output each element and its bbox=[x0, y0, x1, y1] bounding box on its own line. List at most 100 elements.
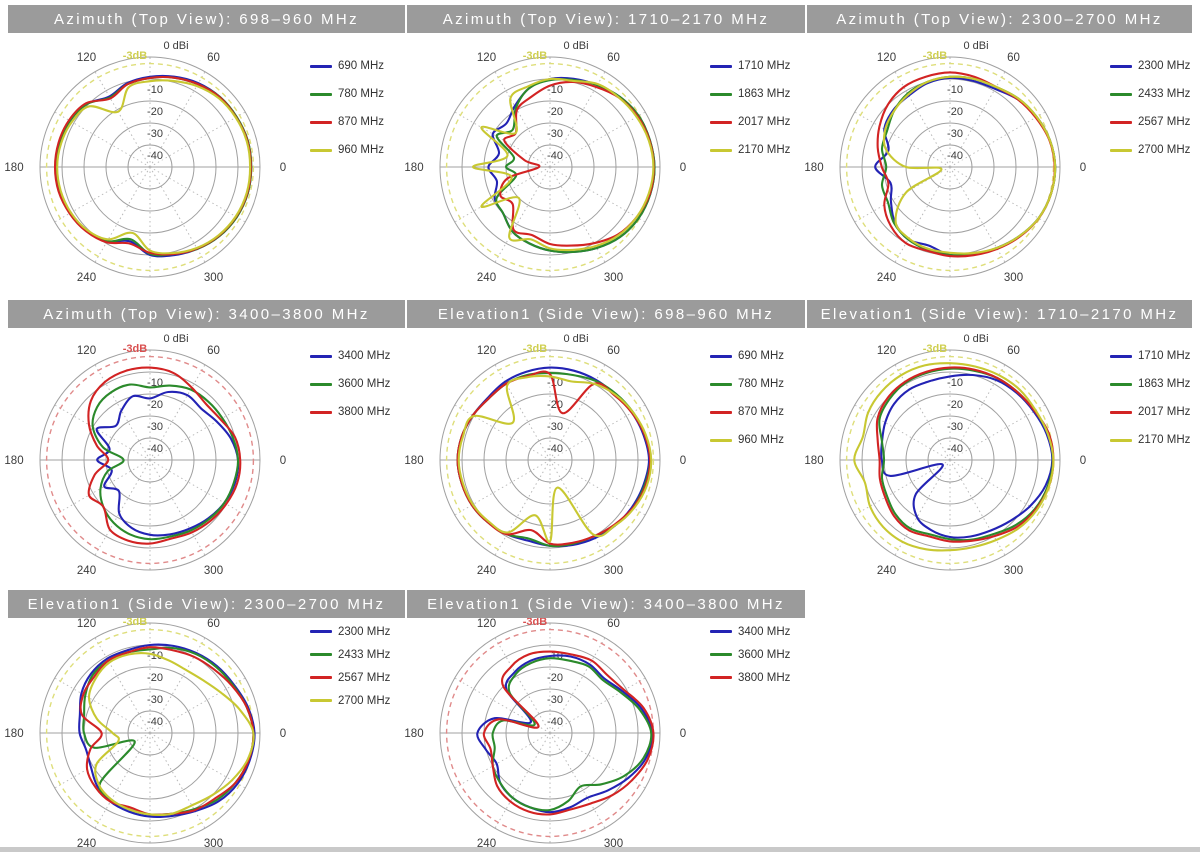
legend-line-swatch bbox=[710, 676, 732, 679]
spoke-line bbox=[494, 71, 551, 168]
grid-circle bbox=[461, 644, 639, 822]
radial-label-10: -10 bbox=[947, 84, 963, 96]
spoke-line bbox=[549, 732, 606, 829]
angle-label-0: 0 bbox=[680, 728, 686, 740]
legend-label: 780 MHz bbox=[338, 88, 385, 100]
legend-item: 690 MHz bbox=[310, 52, 384, 80]
angle-label-180: 180 bbox=[404, 162, 423, 174]
spoke-line bbox=[494, 637, 551, 734]
legend-line-swatch bbox=[710, 382, 732, 386]
legend-label: 2170 MHz bbox=[1138, 434, 1191, 446]
spoke-line bbox=[54, 111, 151, 168]
trace-690-mhz bbox=[456, 366, 651, 548]
angle-label-120: 120 bbox=[477, 618, 496, 630]
spoke-line bbox=[854, 404, 951, 461]
grid-circle bbox=[127, 710, 173, 756]
spoke-line bbox=[549, 71, 606, 168]
angle-label-300: 300 bbox=[204, 272, 223, 284]
legend-item: 3800 MHz bbox=[710, 666, 790, 689]
angle-label-240: 240 bbox=[877, 565, 896, 577]
angle-label-60: 60 bbox=[207, 345, 220, 357]
radial-label-20: -20 bbox=[547, 399, 563, 411]
legend-item: 3400 MHz bbox=[710, 620, 790, 643]
angle-label-300: 300 bbox=[1004, 565, 1023, 577]
spoke-line bbox=[54, 677, 151, 734]
radial-label-40: -40 bbox=[147, 443, 163, 455]
spoke-line bbox=[149, 71, 206, 168]
trace-960-mhz bbox=[56, 79, 252, 255]
trace-3600-mhz bbox=[91, 383, 240, 541]
angle-label-60: 60 bbox=[607, 618, 620, 630]
spoke-line bbox=[94, 459, 151, 556]
spoke-line bbox=[54, 732, 151, 789]
angle-label-60: 60 bbox=[207, 52, 220, 64]
radial-label-30: -30 bbox=[547, 694, 563, 706]
legend-line-swatch bbox=[1110, 354, 1132, 358]
legend-label: 3600 MHz bbox=[738, 648, 791, 661]
legend-label: 870 MHz bbox=[738, 406, 785, 418]
legend-label: 690 MHz bbox=[738, 350, 785, 362]
grid-circle bbox=[527, 710, 573, 756]
spoke-line bbox=[454, 677, 551, 734]
threshold-label-3db: -3dB bbox=[123, 50, 148, 62]
spoke-line bbox=[949, 364, 1006, 461]
legend-line-swatch bbox=[310, 120, 332, 124]
chart-title: Azimuth (Top View): 1710–2170 MHz bbox=[407, 5, 805, 33]
legend-item: 1710 MHz bbox=[1110, 342, 1190, 370]
trace-2567-mhz bbox=[876, 71, 1056, 258]
radial-label-30: -30 bbox=[547, 128, 563, 140]
legend-item: 2567 MHz bbox=[310, 666, 390, 689]
legend-label: 3800 MHz bbox=[338, 406, 391, 418]
legend-label: 690 MHz bbox=[338, 60, 385, 72]
spoke-line bbox=[54, 166, 151, 223]
radial-label-0dBi: 0 dBi bbox=[563, 333, 588, 345]
trace-3800-mhz bbox=[87, 366, 242, 545]
radial-label-0dBi: 0 dBi bbox=[963, 40, 988, 52]
spoke-line bbox=[854, 459, 951, 516]
angle-label-180: 180 bbox=[404, 728, 423, 740]
angle-label-180: 180 bbox=[404, 455, 423, 467]
trace-1710-mhz bbox=[880, 373, 1054, 539]
legend-label: 1710 MHz bbox=[738, 60, 791, 72]
spoke-line bbox=[149, 459, 246, 516]
legend-item: 960 MHz bbox=[310, 136, 384, 164]
spoke-line bbox=[549, 637, 606, 734]
grid-circle bbox=[527, 437, 573, 483]
legend-item: 3600 MHz bbox=[310, 370, 390, 398]
spoke-line bbox=[549, 364, 606, 461]
legend-line-swatch bbox=[310, 630, 332, 633]
spoke-line bbox=[454, 732, 551, 789]
legend-item: 2433 MHz bbox=[310, 643, 390, 666]
legend-line-swatch bbox=[310, 382, 332, 386]
trace-690-mhz bbox=[54, 74, 253, 258]
trace-780-mhz bbox=[456, 372, 652, 548]
spoke-line bbox=[949, 459, 1046, 516]
legend-label: 1863 MHz bbox=[1138, 378, 1191, 390]
radial-label-20: -20 bbox=[147, 672, 163, 684]
spoke-line bbox=[454, 404, 551, 461]
legend: 1710 MHz 1863 MHz 2017 MHz 2170 MHz bbox=[1110, 342, 1190, 454]
spoke-line bbox=[549, 459, 606, 556]
legend-item: 780 MHz bbox=[710, 370, 784, 398]
radial-label-0dBi: 0 dBi bbox=[963, 333, 988, 345]
radial-label-40: -40 bbox=[147, 716, 163, 728]
legend-line-swatch bbox=[310, 410, 332, 414]
angle-label-60: 60 bbox=[607, 52, 620, 64]
spoke-line bbox=[149, 166, 246, 223]
trace-2433-mhz bbox=[82, 646, 255, 816]
trace-2700-mhz bbox=[882, 75, 1057, 255]
grid-circle bbox=[83, 100, 217, 234]
legend-line-swatch bbox=[1110, 438, 1132, 442]
spoke-line bbox=[549, 677, 646, 734]
grid-circle bbox=[127, 144, 173, 190]
spoke-line bbox=[454, 459, 551, 516]
spoke-line bbox=[894, 71, 951, 168]
legend-line-swatch bbox=[710, 120, 732, 124]
angle-label-120: 120 bbox=[77, 618, 96, 630]
radial-label-10: -10 bbox=[147, 84, 163, 96]
legend-item: 2017 MHz bbox=[710, 108, 790, 136]
legend-line-swatch bbox=[710, 148, 732, 152]
